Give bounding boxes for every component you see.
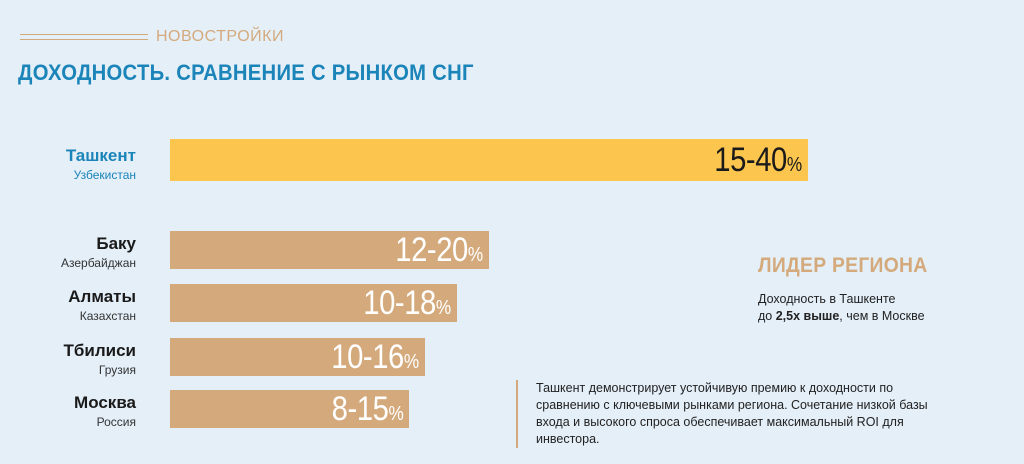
bar-4: 8-15% [170, 390, 409, 428]
bar-2: 10-18% [170, 284, 457, 322]
section-eyebrow: НОВОСТРОЙКИ [20, 26, 284, 48]
percent-sign: % [436, 297, 451, 319]
bar-value-label: 8-15% [331, 390, 403, 428]
leader-line-2: до 2,5х выше, чем в Москве [758, 308, 925, 325]
country-name: Грузия [98, 363, 136, 377]
summary-note: Ташкент демонстрирует устойчивую премию … [516, 380, 956, 448]
bar-0: 15-40% [170, 139, 808, 181]
leader-title: ЛИДЕР РЕГИОНА [758, 254, 928, 277]
city-name: Москва [74, 393, 136, 412]
leader-line-2-bold: 2,5х выше [775, 309, 840, 323]
eyebrow-label: НОВОСТРОЙКИ [156, 28, 284, 45]
bar-3: 10-16% [170, 338, 425, 376]
city-name: Баку [96, 234, 136, 253]
bar-value-label: 15-40% [714, 141, 802, 179]
bar-value-label: 10-18% [363, 284, 451, 322]
city-name: Алматы [68, 287, 136, 306]
leader-line-1: Доходность в Ташкенте [758, 292, 896, 306]
percent-sign: % [404, 351, 419, 373]
bar-value-label: 12-20% [395, 231, 483, 269]
country-name: Россия [96, 415, 136, 429]
country-name: Казахстан [79, 309, 136, 323]
city-name: Тбилиси [63, 341, 137, 360]
eyebrow-decoration [20, 34, 148, 40]
percent-sign: % [787, 154, 802, 176]
country-name: Азербайджан [60, 256, 136, 270]
city-label-1: Баку Азербайджан [61, 234, 136, 271]
page-title: ДОХОДНОСТЬ. СРАВНЕНИЕ С РЫНКОМ СНГ [18, 60, 474, 85]
bar-value-label: 10-16% [331, 338, 419, 376]
city-label-2: Алматы Казахстан [68, 287, 136, 324]
city-name: Ташкент [65, 146, 136, 165]
leader-line-2-prefix: до [758, 309, 773, 323]
leader-text: Доходность в Ташкенте до 2,5х выше, чем … [758, 291, 925, 325]
city-label-3: Тбилиси Грузия [64, 341, 137, 378]
city-label-0: Ташкент Узбекистан [66, 146, 136, 183]
percent-sign: % [388, 403, 403, 425]
country-name: Узбекистан [73, 168, 136, 182]
city-label-4: Москва Россия [74, 393, 136, 430]
percent-sign: % [468, 244, 483, 266]
leader-line-2-suffix: , чем в Москве [839, 309, 925, 323]
bar-1: 12-20% [170, 231, 489, 269]
